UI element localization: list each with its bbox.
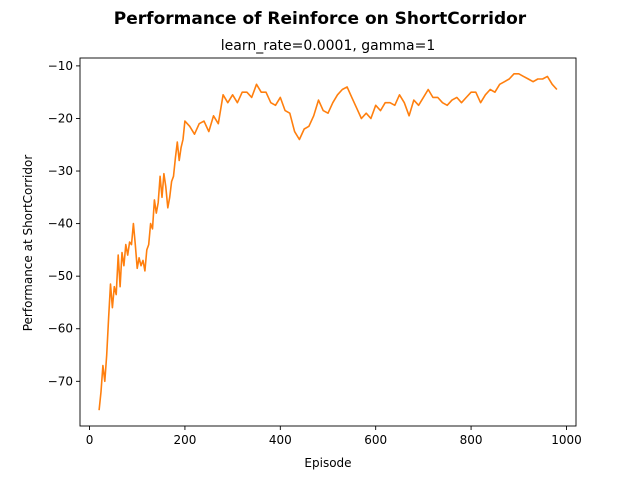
x-tick-label: 800	[460, 433, 483, 447]
x-axis-label: Episode	[304, 456, 351, 470]
y-axis-label: Performance at ShortCorridor	[21, 155, 35, 332]
x-tick-label: 0	[86, 433, 94, 447]
y-tick-label: −30	[48, 164, 73, 178]
plot-frame	[79, 57, 577, 427]
y-tick-label: −40	[48, 217, 73, 231]
y-tick-label: −50	[48, 269, 73, 283]
y-tick-label: −10	[48, 59, 73, 73]
chart-title: Performance of Reinforce on ShortCorrido…	[114, 9, 527, 29]
chart-subtitle: learn_rate=0.0001, gamma=1	[221, 38, 435, 54]
x-tick-label: 400	[269, 433, 292, 447]
plot-area: 0 200 400 600 800 1000 −70 −60 −50 −40 −30 −20 −10	[48, 57, 582, 447]
y-tick-label: −20	[48, 111, 73, 125]
x-tick-label: 600	[364, 433, 387, 447]
x-tick-label: 1000	[551, 433, 582, 447]
y-tick-label: −70	[48, 374, 73, 388]
y-tick-label: −60	[48, 322, 73, 336]
series-line-0	[98, 73, 558, 411]
x-tick-label: 200	[173, 433, 196, 447]
